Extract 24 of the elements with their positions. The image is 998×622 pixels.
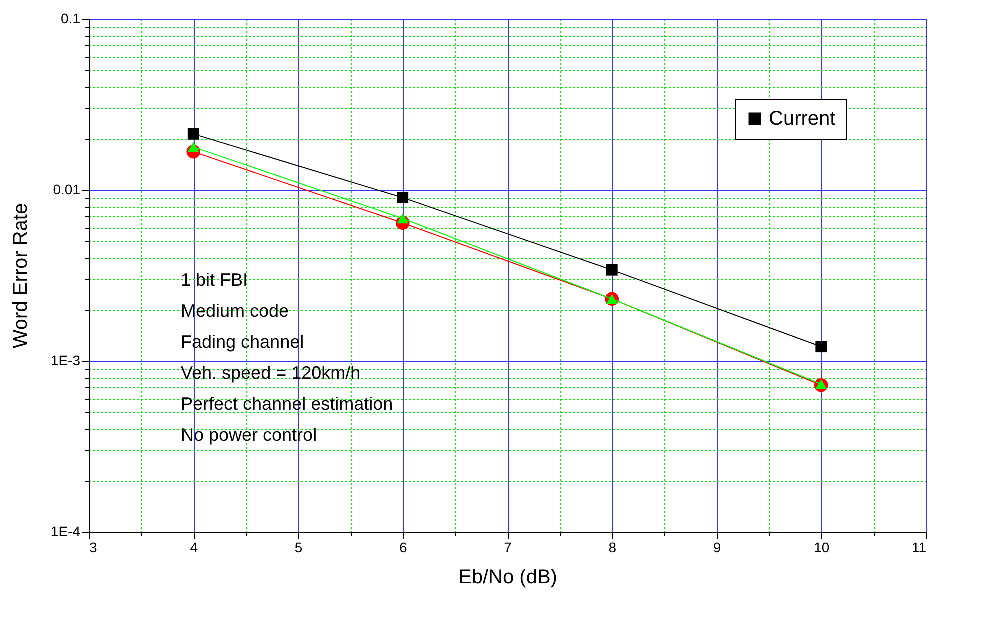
y-tick-label: 1E-4	[50, 524, 81, 540]
y-tick-label: 0.01	[53, 182, 81, 198]
x-axis-title: Eb/No (dB)	[458, 566, 558, 588]
y-tick-label: 0.1	[61, 10, 81, 26]
point	[816, 341, 828, 353]
point	[188, 142, 200, 152]
x-tick-label: 7	[504, 540, 512, 556]
x-tick-label: 11	[912, 540, 927, 556]
point	[397, 214, 409, 224]
legend-label: Current	[769, 108, 836, 130]
x-tick-label: 9	[713, 540, 722, 556]
annotation: 1 bit FBI	[181, 270, 248, 290]
x-tick-label: 10	[814, 540, 830, 556]
x-tick-label: 5	[294, 540, 303, 556]
point	[188, 128, 200, 140]
y-axis-title: Word Error Rate	[10, 203, 32, 349]
point	[606, 264, 618, 276]
y-tick-label: 1E-3	[50, 352, 81, 368]
x-tick-label: 8	[608, 540, 617, 556]
x-tick-label: 3	[90, 540, 98, 556]
point	[397, 192, 409, 204]
point	[816, 379, 828, 390]
x-tick-label: 4	[190, 540, 198, 556]
x-tick-label: 6	[399, 540, 408, 556]
